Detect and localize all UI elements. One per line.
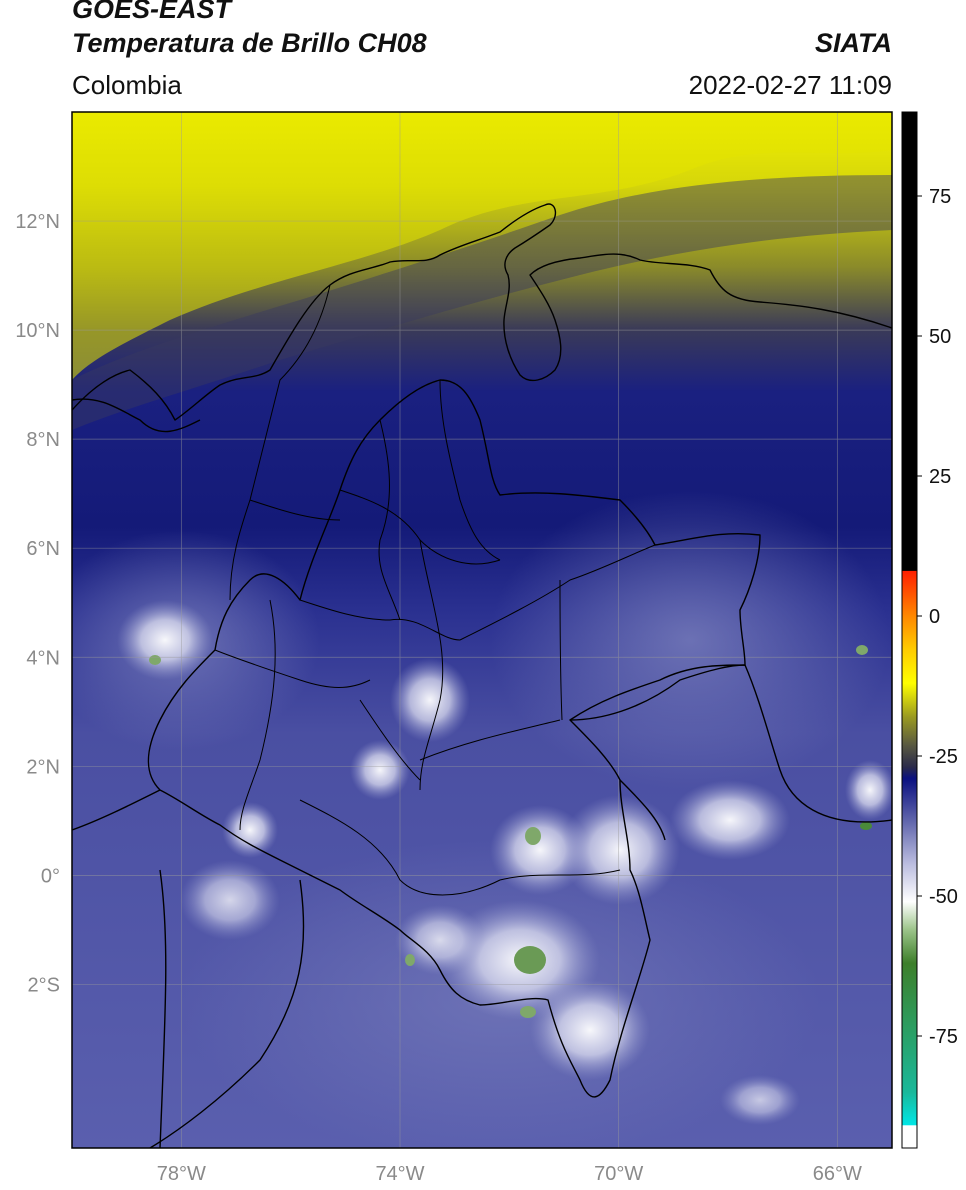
panama-coast — [72, 398, 201, 433]
lat-tick-label: 10°N — [15, 320, 60, 342]
colorbar-tick-label: 0 — [929, 606, 940, 628]
lat-tick-label: 6°N — [26, 538, 60, 560]
cold-top-3 — [520, 1006, 536, 1018]
colorbar-tick-label: 25 — [929, 466, 951, 488]
colombia-border — [147, 379, 761, 1098]
lat-tick-label: 4°N — [26, 647, 60, 669]
map-frame — [71, 111, 893, 1149]
lon-tick-label: 78°W — [157, 1163, 206, 1185]
organization-label: SIATA — [815, 28, 892, 58]
cloud-cluster-10 — [845, 760, 892, 820]
brazil-border-north — [619, 779, 666, 841]
colorbar-tick-label: -25 — [929, 746, 958, 768]
north-coastline — [72, 203, 892, 421]
cloud-cluster-2 — [350, 740, 410, 800]
satellite-image — [72, 112, 892, 1148]
cold-top-1 — [514, 946, 546, 974]
longitude-labels: 78°W 74°W 70°W 66°W — [157, 1163, 862, 1185]
cloud-cluster-8 — [180, 860, 280, 940]
colorbar-tick-label: 50 — [929, 326, 951, 348]
colorbar-tick-label: -50 — [929, 886, 958, 908]
latitude-labels: 12°N 10°N 8°N 6°N 4°N 2°N 0° 2°S — [15, 211, 60, 996]
satellite-name: GOES-EAST — [72, 0, 232, 24]
gridlines — [72, 112, 892, 1148]
peru-border-west — [159, 869, 167, 1148]
slate-region-east — [490, 490, 890, 790]
lat-tick-label: 0° — [41, 865, 60, 887]
dry-air-band — [72, 112, 892, 380]
transition-band — [72, 175, 892, 430]
colorbar-tick-label: -75 — [929, 1026, 958, 1048]
lat-tick-label: 8°N — [26, 429, 60, 451]
cloud-cluster-9 — [395, 905, 485, 975]
colorbar-ticks: 75 50 25 0 -25 -50 -75 — [917, 186, 958, 1048]
lat-tick-label: 2°S — [28, 974, 60, 996]
cold-top-5 — [405, 954, 415, 966]
lon-tick-label: 70°W — [594, 1163, 643, 1185]
region-label: Colombia — [72, 70, 182, 100]
lat-tick-label: 12°N — [15, 211, 60, 233]
cold-top-2 — [525, 827, 541, 845]
boundaries — [72, 203, 892, 1148]
timestamp-label: 2022-02-27 11:09 — [688, 70, 892, 100]
cloud-cluster-5 — [560, 795, 680, 905]
cloud-cluster-7 — [530, 980, 650, 1080]
colorbar: 75 50 25 0 -25 -50 -75 — [901, 111, 958, 1149]
cloud-cluster-3 — [222, 802, 278, 858]
lon-tick-label: 66°W — [813, 1163, 862, 1185]
product-title: Temperatura de Brillo CH08 — [72, 28, 427, 58]
cloud-cluster-11 — [720, 1075, 800, 1125]
cloud-cluster-4 — [490, 805, 590, 895]
cloud-cluster-pacific — [117, 600, 213, 680]
venezuela-brazil-border — [569, 664, 892, 823]
lon-tick-label: 74°W — [375, 1163, 424, 1185]
cold-top-6 — [860, 822, 872, 830]
colorbar-tick-label: 75 — [929, 186, 951, 208]
cold-top-7 — [856, 645, 868, 655]
colorbar-bar — [901, 111, 918, 1149]
peru-ecuador-border — [149, 879, 305, 1148]
cold-top-4 — [149, 655, 161, 665]
cloud-cluster-6 — [670, 780, 790, 860]
ecuador-coast — [72, 789, 161, 831]
cloud-cluster-andes — [390, 658, 470, 742]
lat-tick-label: 2°N — [26, 756, 60, 778]
